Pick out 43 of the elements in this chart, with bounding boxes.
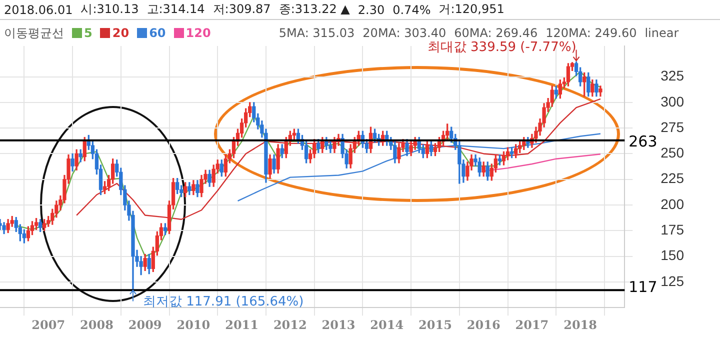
legend-label: 120 bbox=[186, 26, 211, 40]
text: 고:314.14 bbox=[146, 1, 205, 18]
y-tick-label: 175 bbox=[660, 222, 684, 238]
ref-line-label: 117 bbox=[628, 278, 658, 296]
text: 2.30 bbox=[358, 2, 385, 16]
text: 0.74% bbox=[392, 2, 431, 16]
y-tick-label: 250 bbox=[660, 144, 684, 161]
x-tick-label: 2014 bbox=[370, 318, 404, 332]
y-tick-label: 125 bbox=[660, 272, 684, 289]
text: 60MA: 269.46 bbox=[454, 26, 538, 40]
y-tick-label: 200 bbox=[660, 196, 684, 212]
x-tick-label: 2008 bbox=[80, 318, 114, 332]
legend-title: 이동평균선 bbox=[4, 24, 64, 42]
annotation: 최저값 117.91 (165.64%) bbox=[142, 294, 304, 310]
y-tick-label: 300 bbox=[660, 93, 684, 110]
x-tick-label: 2018 bbox=[564, 318, 598, 332]
ref-line-label: 263 bbox=[628, 132, 658, 150]
y-tick-label: 225 bbox=[660, 170, 684, 186]
text: 시:310.13 bbox=[80, 1, 139, 18]
x-tick-label: 2015 bbox=[418, 318, 452, 332]
text: 저:309.87 bbox=[212, 1, 271, 18]
legend-label: 60 bbox=[149, 26, 166, 40]
x-tick-label: 2013 bbox=[322, 318, 356, 332]
text: 2018.06.01 bbox=[4, 2, 73, 16]
text: 120MA: 249.60 bbox=[546, 26, 637, 40]
y-tick-label: 325 bbox=[660, 68, 684, 84]
y-tick-label: 150 bbox=[660, 247, 684, 264]
text: linear bbox=[644, 26, 679, 40]
x-tick-label: 2011 bbox=[225, 318, 258, 332]
x-tick-label: 2009 bbox=[128, 318, 162, 332]
legend-label: 5 bbox=[84, 26, 92, 40]
x-tick-label: 2016 bbox=[466, 318, 500, 332]
text: 5MA: 315.03 bbox=[278, 26, 355, 40]
text: 20MA: 303.40 bbox=[362, 26, 446, 40]
legend-label: 20 bbox=[112, 26, 130, 40]
x-tick-label: 2010 bbox=[176, 318, 210, 332]
x-tick-label: 2017 bbox=[515, 318, 549, 332]
y-tick-label: 275 bbox=[660, 118, 684, 135]
text: 종:313.22 ▲ bbox=[278, 1, 350, 18]
x-tick-label: 2007 bbox=[32, 318, 66, 332]
x-tick-label: 2012 bbox=[273, 318, 307, 332]
annotation: 최대값 339.59 (-7.77%) bbox=[427, 40, 576, 56]
text: 거:120,951 bbox=[438, 1, 504, 18]
